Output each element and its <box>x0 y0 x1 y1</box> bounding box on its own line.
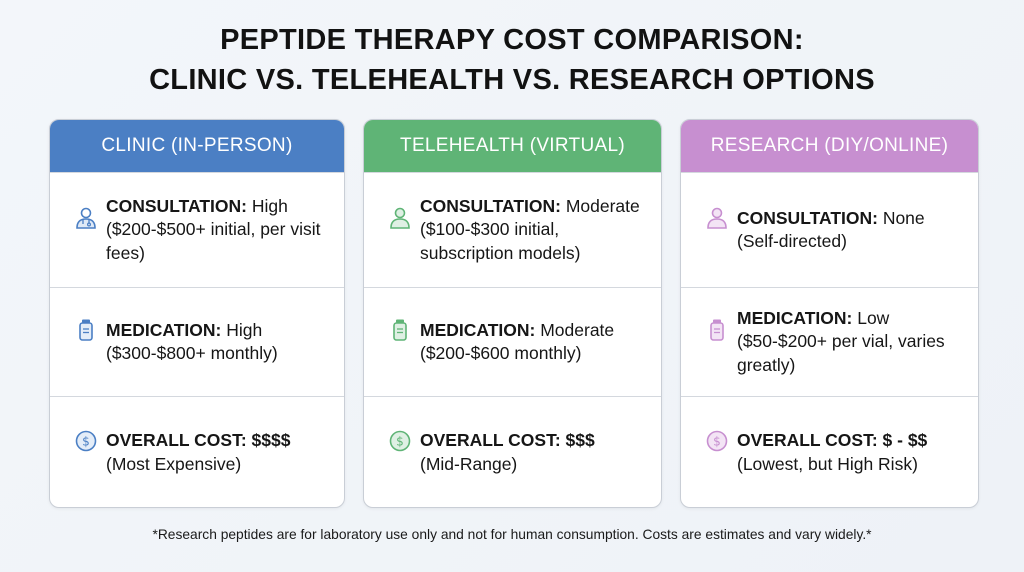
vial-icon <box>710 319 724 341</box>
footnote: *Research peptides are for laboratory us… <box>152 527 872 542</box>
overall-label: OVERALL COST: <box>420 430 561 450</box>
medication-label: MEDICATION: <box>737 307 853 328</box>
consultation-level: Moderate <box>560 195 640 216</box>
consultation-detail: ($200-$500+ initial, per visit fees) <box>106 219 321 263</box>
research-card-header: RESEARCH (DIY/ONLINE) <box>681 120 978 172</box>
research-medication-row: MEDICATION: Low ($50-$200+ per vial, var… <box>681 287 978 396</box>
medication-label: MEDICATION: <box>420 319 536 340</box>
clinic-medication-text: MEDICATION: High ($300-$800+ monthly) <box>106 319 284 366</box>
medication-level: High <box>221 319 263 340</box>
overall-label: OVERALL COST: <box>737 430 878 450</box>
research-card: RESEARCH (DIY/ONLINE) CONSULTATION: None… <box>680 119 979 508</box>
person-icon <box>390 207 410 229</box>
telehealth-card: TELEHEALTH (VIRTUAL) CONSULTATION: Moder… <box>363 119 662 508</box>
telehealth-overall-text: OVERALL COST: $$$ (Mid-Range) <box>420 429 601 476</box>
overall-level: $$$ <box>560 430 595 450</box>
medication-detail: ($50-$200+ per vial, varies greatly) <box>737 331 945 375</box>
medication-detail: ($200-$600 monthly) <box>420 343 582 363</box>
overall-level: $ - $$ <box>877 430 928 450</box>
telehealth-medication-text: MEDICATION: Moderate ($200-$600 monthly) <box>420 319 620 366</box>
vial-icon <box>393 319 407 341</box>
clinic-overall-text: OVERALL COST: $$$$ (Most Expensive) <box>106 429 296 476</box>
svg-text:$: $ <box>396 434 404 448</box>
telehealth-overall-row: $ OVERALL COST: $$$ (Mid-Range) <box>364 396 661 507</box>
vial-icon <box>79 319 93 341</box>
dollar-coin-icon: $ <box>706 430 728 451</box>
telehealth-card-header: TELEHEALTH (VIRTUAL) <box>364 120 661 172</box>
doctor-icon <box>76 207 96 229</box>
dollar-coin-icon: $ <box>389 430 411 451</box>
dollar-coin-icon: $ <box>75 430 97 451</box>
telehealth-medication-row: MEDICATION: Moderate ($200-$600 monthly) <box>364 287 661 396</box>
research-consultation-text: CONSULTATION: None (Self-directed) <box>737 207 931 254</box>
svg-text:$: $ <box>82 434 90 448</box>
clinic-card-header: CLINIC (IN-PERSON) <box>50 120 344 172</box>
consultation-label: CONSULTATION: <box>106 195 247 216</box>
overall-detail: (Most Expensive) <box>106 453 242 474</box>
medication-label: MEDICATION: <box>106 319 222 340</box>
person-icon <box>707 207 727 229</box>
clinic-medication-row: MEDICATION: High ($300-$800+ monthly) <box>50 287 344 396</box>
research-consultation-row: CONSULTATION: None (Self-directed) <box>681 172 978 287</box>
research-medication-text: MEDICATION: Low ($50-$200+ per vial, var… <box>737 307 978 378</box>
overall-detail: (Lowest, but High Risk) <box>737 453 918 474</box>
title-line-1: PEPTIDE THERAPY COST COMPARISON: <box>220 24 804 56</box>
medication-level: Low <box>852 307 890 328</box>
overall-level: $$$$ <box>246 430 291 450</box>
clinic-consultation-row: CONSULTATION: High ($200-$500+ initial, … <box>50 172 344 287</box>
medication-detail: ($300-$800+ monthly) <box>106 343 278 363</box>
medication-level: Moderate <box>535 319 615 340</box>
consultation-detail: ($100-$300 initial, subscription models) <box>420 219 581 263</box>
consultation-detail: (Self-directed) <box>737 231 847 251</box>
svg-text:$: $ <box>713 434 721 448</box>
telehealth-consultation-text: CONSULTATION: Moderate ($100-$300 initia… <box>420 195 661 266</box>
telehealth-consultation-row: CONSULTATION: Moderate ($100-$300 initia… <box>364 172 661 287</box>
title-line-2: CLINIC VS. TELEHEALTH VS. RESEARCH OPTIO… <box>149 64 875 96</box>
consultation-level: None <box>877 207 925 228</box>
clinic-card: CLINIC (IN-PERSON) CONSULTATION: High ($… <box>49 119 345 508</box>
overall-detail: (Mid-Range) <box>420 453 518 474</box>
research-overall-row: $ OVERALL COST: $ - $$ (Lowest, but High… <box>681 396 978 507</box>
research-overall-text: OVERALL COST: $ - $$ (Lowest, but High R… <box>737 429 933 476</box>
clinic-overall-row: $ OVERALL COST: $$$$ (Most Expensive) <box>50 396 344 507</box>
consultation-label: CONSULTATION: <box>420 195 561 216</box>
clinic-consultation-text: CONSULTATION: High ($200-$500+ initial, … <box>106 195 344 266</box>
consultation-level: High <box>246 195 288 216</box>
overall-label: OVERALL COST: <box>106 430 247 450</box>
page-title: PEPTIDE THERAPY COST COMPARISON: CLINIC … <box>0 20 1024 100</box>
consultation-label: CONSULTATION: <box>737 207 878 228</box>
